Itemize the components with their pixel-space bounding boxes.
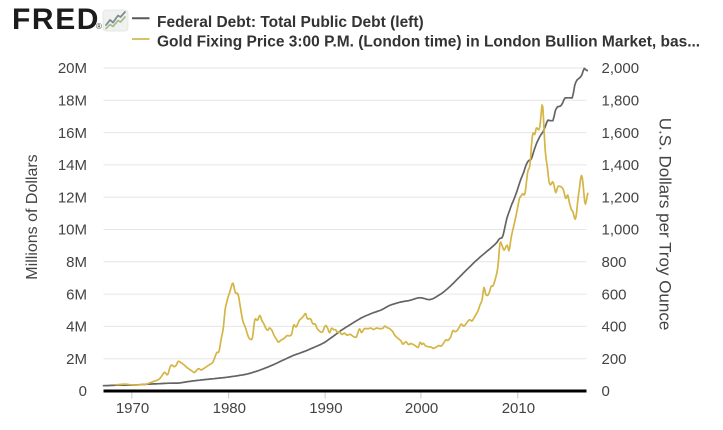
svg-text:1,800: 1,800 bbox=[602, 93, 640, 110]
svg-text:Gold Fixing Price 3:00 P.M. (L: Gold Fixing Price 3:00 P.M. (London time… bbox=[157, 33, 700, 50]
svg-text:600: 600 bbox=[602, 286, 627, 303]
svg-text:2000: 2000 bbox=[405, 400, 438, 417]
svg-text:20M: 20M bbox=[58, 60, 87, 77]
svg-text:Federal Debt: Total Public Deb: Federal Debt: Total Public Debt (left) bbox=[157, 14, 424, 31]
svg-text:1980: 1980 bbox=[213, 400, 246, 417]
svg-text:0: 0 bbox=[79, 383, 87, 400]
svg-text:6M: 6M bbox=[66, 286, 87, 303]
svg-text:14M: 14M bbox=[58, 157, 87, 174]
svg-text:1,200: 1,200 bbox=[602, 189, 640, 206]
svg-text:12M: 12M bbox=[58, 189, 87, 206]
svg-text:1,000: 1,000 bbox=[602, 222, 640, 239]
svg-text:4M: 4M bbox=[66, 319, 87, 336]
svg-text:200: 200 bbox=[602, 351, 627, 368]
svg-text:400: 400 bbox=[602, 319, 627, 336]
svg-text:18M: 18M bbox=[58, 93, 87, 110]
svg-text:1970: 1970 bbox=[116, 400, 149, 417]
svg-text:2010: 2010 bbox=[502, 400, 535, 417]
svg-text:2,000: 2,000 bbox=[602, 60, 640, 77]
svg-text:®: ® bbox=[96, 22, 102, 31]
svg-text:1,400: 1,400 bbox=[602, 157, 640, 174]
svg-text:U.S. Dollars per Troy Ounce: U.S. Dollars per Troy Ounce bbox=[656, 118, 675, 331]
svg-text:800: 800 bbox=[602, 254, 627, 271]
svg-text:FRED: FRED bbox=[12, 3, 100, 36]
svg-text:10M: 10M bbox=[58, 222, 87, 239]
svg-text:1,600: 1,600 bbox=[602, 125, 640, 142]
svg-text:16M: 16M bbox=[58, 125, 87, 142]
svg-text:1990: 1990 bbox=[309, 400, 342, 417]
svg-text:2M: 2M bbox=[66, 351, 87, 368]
svg-text:0: 0 bbox=[602, 383, 610, 400]
svg-text:Millions of Dollars: Millions of Dollars bbox=[24, 154, 41, 279]
svg-text:8M: 8M bbox=[66, 254, 87, 271]
